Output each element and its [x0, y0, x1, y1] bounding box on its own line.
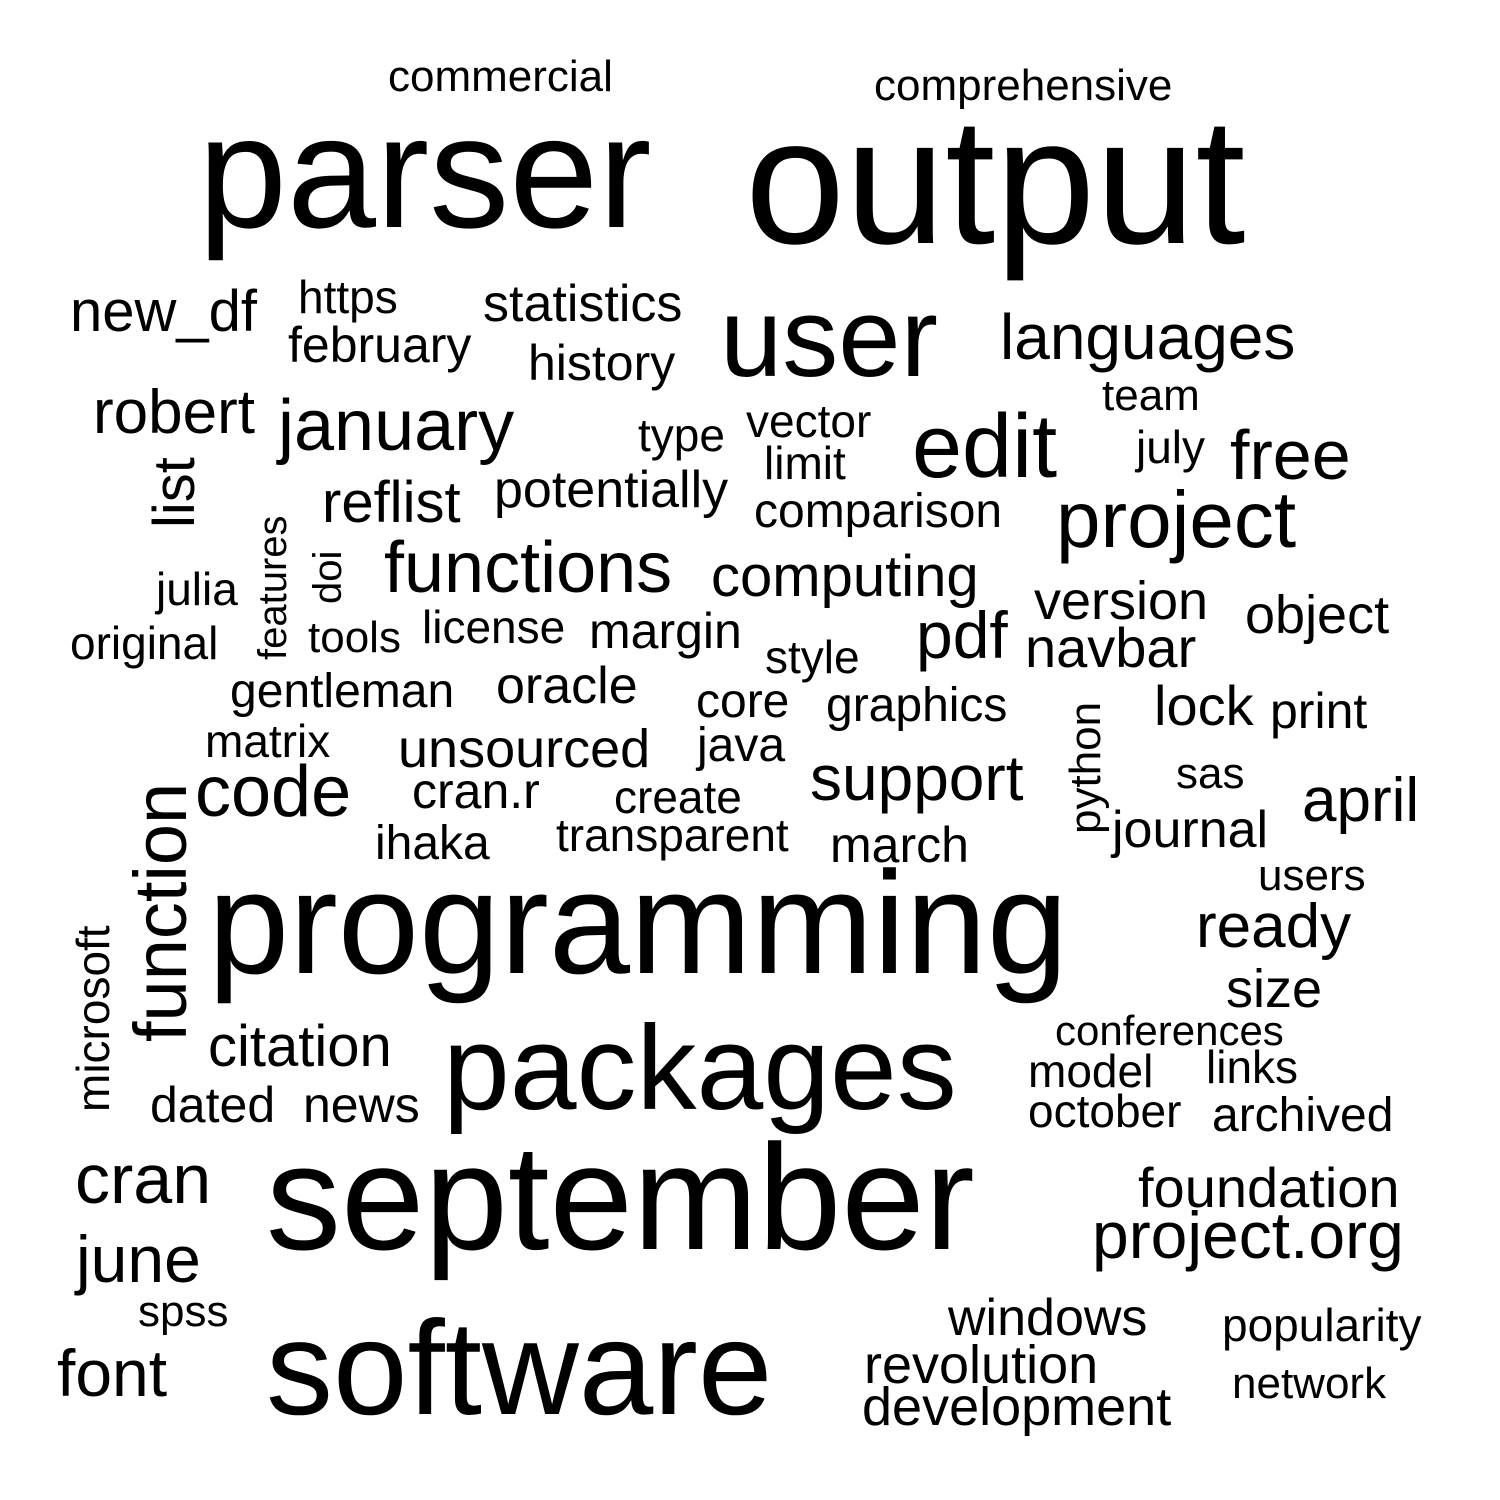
word-programming: programming [208, 841, 1069, 1004]
word-statistics: statistics [483, 275, 683, 333]
word-dated: dated [150, 1077, 276, 1133]
word-transparent: transparent [556, 809, 789, 861]
word-citation: citation [208, 1014, 392, 1079]
word-output: output [745, 81, 1246, 282]
word-font: font [57, 1336, 168, 1410]
word-vector: vector [746, 395, 872, 447]
word-january: january [278, 386, 515, 466]
word-project-org: project.org [1092, 1198, 1404, 1272]
word-computing: computing [711, 544, 979, 609]
word-free: free [1230, 416, 1351, 494]
word-create: create [614, 771, 742, 823]
word-robert: robert [93, 378, 255, 447]
word-unsourced: unsourced [398, 719, 651, 779]
word-september: september [266, 1113, 975, 1281]
word-size: size [1226, 959, 1323, 1019]
word-support: support [810, 742, 1024, 814]
word-foundation: foundation [1138, 1156, 1400, 1219]
word-julia: julia [156, 563, 238, 615]
word-july: july [1136, 421, 1206, 473]
word-license: license [422, 601, 566, 653]
word-conferences: conferences [1055, 1007, 1284, 1054]
word-features: features [251, 515, 295, 660]
word-functions: functions [384, 528, 673, 608]
word-packages: packages [443, 1001, 957, 1135]
word-new-df: new_df [70, 279, 258, 344]
word-oracle: oracle [496, 657, 638, 715]
word-margin: margin [589, 603, 742, 659]
word-original: original [70, 617, 219, 669]
word-potentially: potentially [494, 461, 729, 519]
word-version: version [1034, 571, 1209, 631]
word-revolution: revolution [864, 1335, 1099, 1395]
word-core: core [696, 675, 790, 728]
word-windows: windows [948, 1289, 1148, 1347]
word-gentleman: gentleman [230, 665, 455, 718]
word-february: february [288, 317, 472, 373]
word-python: python [1061, 701, 1110, 834]
word-cran: cran [75, 1140, 212, 1218]
word-june: june [76, 1222, 201, 1296]
word-comprehensive: comprehensive [874, 61, 1173, 110]
word-ihaka: ihaka [375, 817, 490, 870]
word-popularity: popularity [1222, 1299, 1422, 1351]
word-edit: edit [912, 397, 1058, 497]
word-commercial: commercial [388, 52, 613, 101]
word-development: development [862, 1377, 1172, 1437]
word-languages: languages [1000, 301, 1296, 373]
word-function: function [119, 782, 202, 1042]
word-users: users [1258, 851, 1366, 900]
word-microsoft: microsoft [67, 925, 119, 1112]
word-archived: archived [1212, 1089, 1394, 1142]
word-print: print [1270, 683, 1368, 739]
word-graphics: graphics [826, 679, 1008, 732]
word-history: history [528, 335, 676, 391]
word-style: style [765, 631, 860, 683]
word-user: user [720, 275, 938, 400]
word-ready: ready [1196, 892, 1352, 961]
word-list: list [142, 457, 207, 528]
word-https: https [298, 271, 398, 323]
word-software: software [266, 1294, 773, 1443]
word-sas: sas [1176, 749, 1245, 798]
word-type: type [638, 409, 725, 461]
word-cran-r: cran.r [412, 763, 540, 819]
word-model: model [1028, 1045, 1154, 1097]
word-doi: doi [306, 550, 350, 604]
word-matrix: matrix [205, 715, 331, 767]
word-object: object [1245, 585, 1390, 645]
word-march: march [830, 817, 969, 873]
word-java: java [697, 719, 786, 772]
word-comparison: comparison [754, 485, 1003, 538]
word-april: april [1302, 766, 1420, 835]
word-limit: limit [764, 437, 846, 489]
word-tools: tools [308, 613, 401, 662]
word-network: network [1232, 1359, 1387, 1408]
word-october: october [1028, 1085, 1182, 1137]
word-code: code [195, 752, 352, 832]
word-parser: parser [198, 82, 652, 261]
word-project: project [1056, 475, 1297, 564]
word-spss: spss [138, 1287, 229, 1336]
word-team: team [1102, 371, 1200, 420]
word-navbar: navbar [1025, 616, 1197, 679]
word-reflist: reflist [322, 470, 461, 535]
word-news: news [303, 1077, 420, 1133]
word-journal: journal [1112, 801, 1269, 859]
word-pdf: pdf [916, 598, 1008, 672]
word-lock: lock [1154, 674, 1254, 737]
word-links: links [1206, 1041, 1299, 1093]
